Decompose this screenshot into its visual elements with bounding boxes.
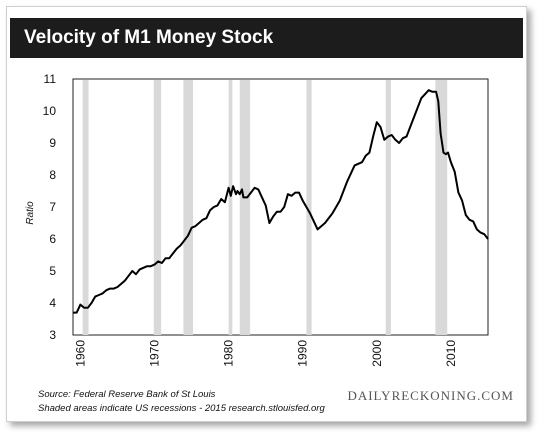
y-axis-label: Ratio: [25, 201, 36, 225]
recession-band-7: [435, 80, 448, 335]
y-tick-label: 10: [43, 104, 57, 118]
series-line: [73, 89, 489, 314]
recession-band-0: [82, 80, 89, 335]
recession-band-3: [228, 80, 233, 335]
y-tick-label: 5: [49, 264, 56, 278]
source-text: Source: Federal Reserve Bank of St Louis: [38, 389, 216, 400]
x-tick-label: 2010: [444, 340, 458, 367]
x-tick-label: 1970: [148, 340, 162, 367]
y-tick-label: 9: [49, 136, 56, 150]
recession-band-2: [183, 80, 194, 335]
recession-band-6: [385, 80, 391, 335]
y-tick-label: 4: [49, 296, 56, 310]
chart-title: Velocity of M1 Money Stock: [10, 18, 523, 58]
x-tick-label: 1960: [73, 340, 87, 367]
recession-bands: [82, 80, 448, 335]
recession-band-5: [306, 80, 312, 335]
x-tick-label: 1990: [296, 340, 310, 367]
x-tick-label: 1980: [222, 340, 236, 367]
recession-note: Shaded areas indicate US recessions - 20…: [38, 403, 325, 414]
plot-frame: [72, 78, 489, 336]
y-tick-label: 8: [49, 168, 56, 182]
recession-band-4: [239, 80, 251, 335]
y-tick-label: 11: [44, 72, 57, 86]
y-tick-label: 7: [49, 200, 56, 214]
brand-logo: DAILYRECKONING.COM: [347, 388, 514, 403]
y-tick-label: 6: [49, 232, 56, 246]
x-tick-label: 2000: [370, 340, 384, 367]
y-tick-label: 3: [49, 328, 56, 342]
recession-band-1: [153, 80, 162, 335]
x-axis-ticks: 1960 1970 1980 1990 2000 2010: [73, 340, 458, 367]
y-axis-ticks: 3 4 5 6 7 8 9 10 11: [43, 72, 57, 342]
